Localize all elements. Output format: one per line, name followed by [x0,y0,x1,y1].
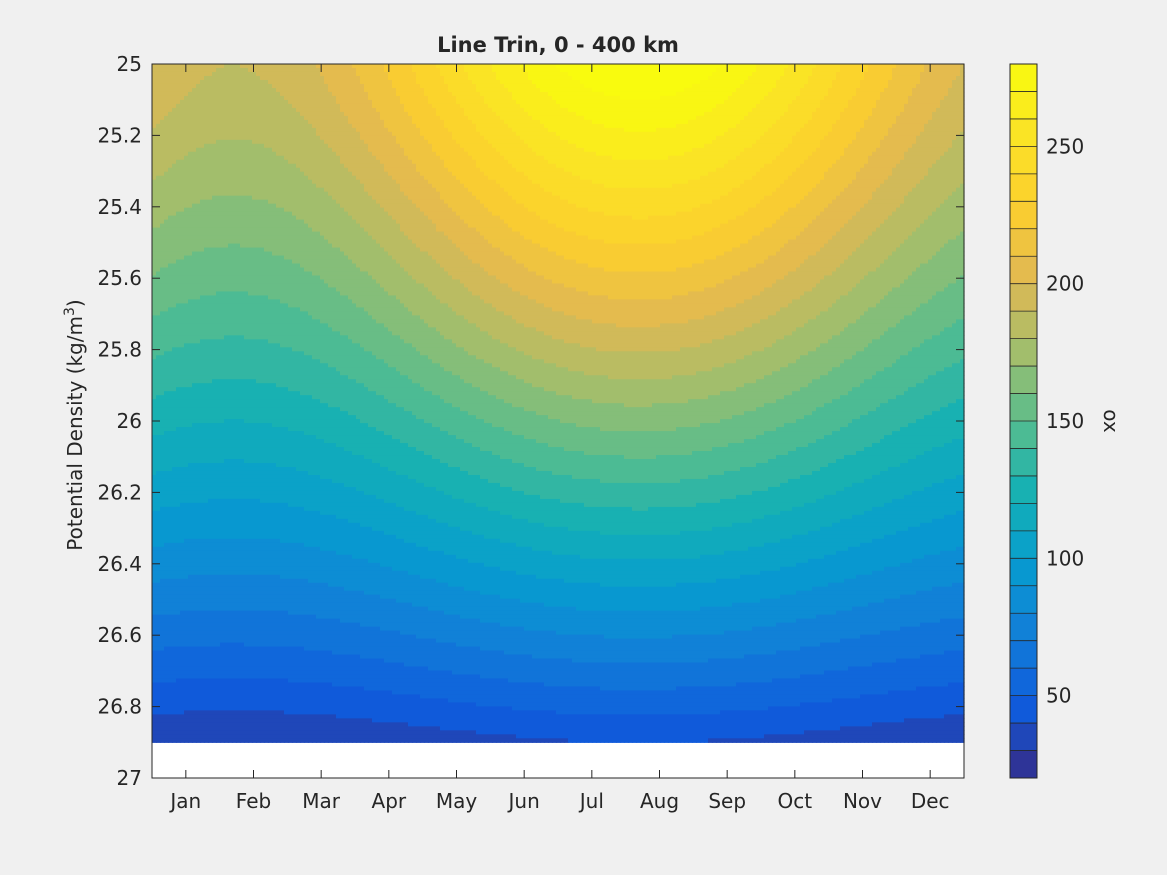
x-tick-label: Dec [911,789,950,813]
colorbar-level [1010,366,1037,394]
colorbar-level [1010,641,1037,669]
y-tick-label: 25 [117,52,142,76]
y-tick-label: 26.6 [97,623,142,647]
colorbar-level [1010,558,1037,586]
colorbar-level [1010,229,1037,257]
colorbar-level [1010,256,1037,284]
colorbar-tick-label: 100 [1046,546,1084,570]
colorbar-label: ox [1099,409,1123,433]
colorbar-level [1010,668,1037,696]
contour-bands [152,64,965,743]
colorbar-tick-label: 200 [1046,272,1084,296]
y-tick-label: 25.8 [97,338,142,362]
colorbar-level [1010,394,1037,422]
colorbar-tick-label: 250 [1046,134,1084,158]
y-axis-label: Potential Density (kg/m3) [62,299,87,550]
colorbar-tick-label: 50 [1046,684,1071,708]
y-tick-label: 25.6 [97,266,142,290]
colorbar-level [1010,201,1037,229]
colorbar-level [1010,586,1037,614]
colorbar-level [1010,613,1037,641]
colorbar-level [1010,174,1037,202]
colorbar-level [1010,339,1037,367]
colorbar-level [1010,696,1037,724]
colorbar: 50 100 150 200 250 [1010,64,1084,778]
y-tick-label: 26 [117,409,142,433]
plot-area: Jan Feb Mar Apr May Jun Jul Aug Sep Oct Nov Dec 25 2… [97,52,964,813]
x-tick-label: Jul [578,789,604,813]
colorbar-level [1010,91,1037,119]
colorbar-level [1010,311,1037,339]
x-tick-label: Nov [843,789,882,813]
colorbar-level [1010,421,1037,449]
colorbar-level [1010,476,1037,504]
y-tick-label: 26.4 [97,552,142,576]
y-axis-label-suffix: ) [63,299,87,307]
y-axis-label-main: Potential Density (kg/m [63,316,87,551]
y-tick-label: 25.4 [97,195,142,219]
colorbar-level [1010,503,1037,531]
x-tick-label: May [436,789,478,813]
x-tick-label: Jun [507,789,540,813]
colorbar-level [1010,64,1037,92]
colorbar-level [1010,119,1037,147]
chart-title: Line Trin, 0 - 400 km [437,33,679,57]
colorbar-level [1010,146,1037,174]
colorbar-tick-label: 150 [1046,409,1084,433]
y-tick-label: 26.2 [97,480,142,504]
x-tick-label: Apr [372,789,407,813]
x-tick-label: Oct [778,789,813,813]
y-tick-label: 26.8 [97,695,142,719]
colorbar-level [1010,531,1037,559]
colorbar-level [1010,448,1037,476]
colorbar-level [1010,723,1037,751]
colorbar-level [1010,751,1037,779]
x-tick-label: Jan [168,789,201,813]
x-tick-label: Sep [708,789,746,813]
x-tick-label: Aug [640,789,679,813]
y-axis-label-superscript: 3 [62,307,78,316]
x-tick-label: Feb [236,789,271,813]
y-tick-label: 25.2 [97,123,142,147]
x-tick-label: Mar [302,789,341,813]
colorbar-level [1010,284,1037,312]
y-tick-label: 27 [117,766,142,790]
